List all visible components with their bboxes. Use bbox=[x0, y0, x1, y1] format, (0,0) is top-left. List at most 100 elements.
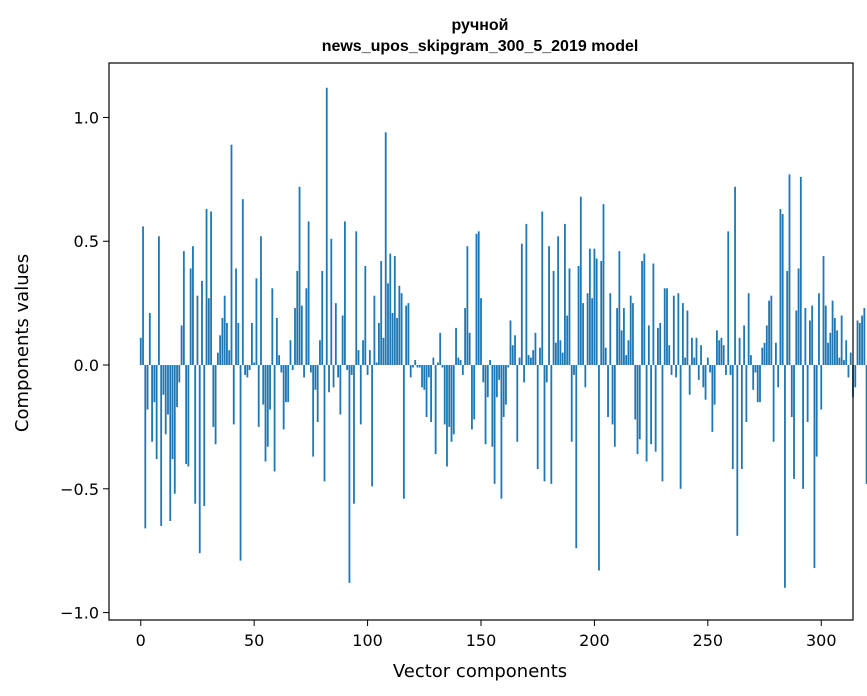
bar bbox=[761, 347, 764, 366]
bar bbox=[604, 347, 607, 366]
x-axis: 0 50 100 150 200 250 300 bbox=[136, 620, 837, 650]
bar bbox=[672, 295, 675, 366]
bar bbox=[221, 317, 224, 366]
bar bbox=[713, 365, 716, 405]
bar bbox=[425, 365, 428, 418]
bar bbox=[734, 186, 736, 366]
bar bbox=[541, 211, 544, 366]
bar bbox=[709, 365, 711, 373]
bar bbox=[736, 365, 739, 536]
bar bbox=[480, 298, 482, 366]
bar bbox=[756, 365, 759, 403]
bar bbox=[815, 365, 818, 457]
bar bbox=[693, 357, 696, 366]
bar bbox=[146, 365, 149, 410]
bar bbox=[688, 365, 691, 395]
bar bbox=[389, 253, 392, 366]
bar bbox=[502, 365, 505, 418]
bar bbox=[750, 355, 752, 366]
bar bbox=[223, 295, 226, 366]
bar bbox=[727, 231, 730, 366]
bar bbox=[366, 365, 369, 375]
bar bbox=[450, 365, 453, 442]
bar bbox=[323, 365, 326, 482]
bar bbox=[339, 365, 342, 415]
bar bbox=[278, 355, 281, 366]
bar bbox=[160, 365, 163, 526]
bar bbox=[459, 360, 462, 366]
bar bbox=[477, 231, 480, 366]
bar bbox=[176, 365, 178, 408]
bar bbox=[189, 268, 192, 366]
y-axis: −1.0 −0.5 0.0 0.5 1.0 bbox=[60, 108, 109, 623]
bar bbox=[398, 285, 401, 366]
bar bbox=[182, 251, 185, 366]
bar bbox=[677, 293, 680, 366]
bar bbox=[575, 365, 578, 549]
bar bbox=[353, 365, 355, 504]
bar bbox=[232, 365, 235, 425]
bar bbox=[743, 325, 746, 366]
bar bbox=[790, 365, 793, 418]
x-axis-label: Vector components bbox=[393, 661, 567, 682]
bar bbox=[768, 300, 770, 366]
bar bbox=[362, 340, 364, 366]
bar bbox=[471, 365, 473, 430]
bar bbox=[543, 365, 546, 482]
bar bbox=[539, 347, 541, 366]
bar bbox=[400, 293, 403, 366]
bar bbox=[437, 362, 439, 366]
bar bbox=[380, 261, 383, 366]
bar bbox=[720, 337, 723, 366]
bar bbox=[371, 365, 374, 487]
bar bbox=[194, 365, 197, 504]
x-tick-label: 150 bbox=[466, 631, 497, 650]
bar bbox=[666, 288, 668, 366]
bar bbox=[498, 365, 501, 380]
bar bbox=[654, 365, 657, 452]
bar bbox=[294, 308, 296, 366]
bar bbox=[722, 345, 725, 366]
bar bbox=[201, 280, 203, 366]
bar bbox=[686, 310, 689, 366]
bar bbox=[219, 335, 222, 366]
bar bbox=[532, 350, 535, 366]
bar bbox=[332, 365, 335, 388]
bar bbox=[843, 360, 845, 366]
bar bbox=[382, 337, 385, 366]
bar bbox=[657, 327, 659, 366]
bar bbox=[740, 365, 743, 469]
bar bbox=[525, 223, 528, 366]
bar bbox=[239, 365, 242, 561]
bar bbox=[235, 268, 237, 366]
bar bbox=[765, 325, 768, 366]
bar bbox=[500, 365, 503, 499]
bar bbox=[280, 365, 283, 373]
bar bbox=[804, 308, 807, 366]
bar bbox=[779, 209, 782, 366]
bar bbox=[439, 332, 442, 366]
y-tick-label: −0.5 bbox=[60, 480, 99, 499]
bar bbox=[516, 365, 519, 442]
bar bbox=[824, 305, 827, 366]
bar bbox=[257, 365, 260, 427]
bar bbox=[511, 345, 514, 366]
bar bbox=[248, 365, 251, 370]
bar bbox=[255, 278, 258, 366]
bar bbox=[155, 365, 158, 460]
bar bbox=[393, 256, 396, 366]
bar bbox=[493, 365, 496, 484]
bar bbox=[607, 365, 609, 418]
bar bbox=[285, 365, 287, 403]
bar bbox=[423, 365, 426, 390]
bar bbox=[788, 174, 791, 366]
bar bbox=[643, 253, 646, 366]
bar bbox=[774, 342, 777, 366]
bar bbox=[863, 308, 866, 366]
x-tick-label: 50 bbox=[244, 631, 264, 650]
bar bbox=[770, 295, 773, 366]
bar bbox=[244, 365, 246, 375]
bar bbox=[623, 308, 625, 366]
bar bbox=[641, 261, 643, 366]
bar bbox=[609, 293, 612, 366]
